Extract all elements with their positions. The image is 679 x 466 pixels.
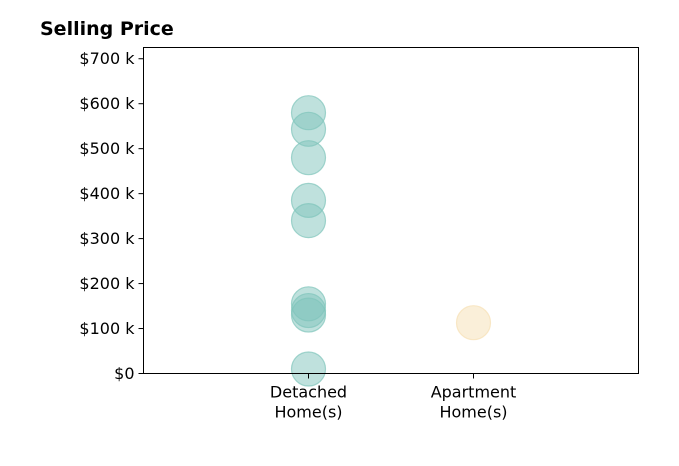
x-tick-label: Detached Home(s) bbox=[270, 383, 347, 422]
y-tick-label: $600 k bbox=[79, 94, 135, 113]
y-tick-label: $400 k bbox=[79, 184, 135, 203]
x-tick-label: Apartment Home(s) bbox=[431, 383, 517, 422]
data-point bbox=[290, 203, 327, 239]
chart-title: Selling Price bbox=[40, 18, 174, 40]
data-point bbox=[455, 305, 492, 341]
data-point bbox=[290, 351, 327, 387]
x-axis: Detached Home(s) Apartment Home(s) bbox=[270, 373, 517, 422]
y-tick-label: $200 k bbox=[79, 274, 135, 293]
y-axis: $0 $100 k $200 k $300 k $400 k $500 k $600 k $7… bbox=[79, 49, 144, 383]
data-points bbox=[290, 95, 492, 387]
y-tick-label: $0 bbox=[114, 364, 134, 383]
y-tick-label: $300 k bbox=[79, 229, 135, 248]
y-tick-label: $500 k bbox=[79, 139, 135, 158]
y-tick-label: $100 k bbox=[79, 319, 135, 338]
y-tick-label: $700 k bbox=[79, 49, 135, 68]
data-point bbox=[290, 297, 327, 333]
data-point bbox=[290, 140, 327, 176]
plot-area-frame bbox=[143, 47, 639, 374]
